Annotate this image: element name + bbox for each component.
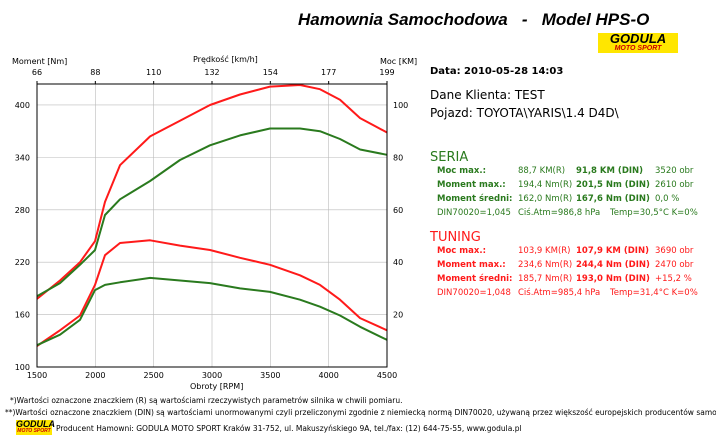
seria-temp: Temp=30,5°C K=0% — [610, 208, 698, 218]
seria-row-extra: 0,0 % — [655, 194, 680, 204]
right-axis-label: Moc [KM] — [380, 57, 417, 66]
tuning-row-extra: +15,2 % — [655, 274, 692, 284]
seria-row-r: 88,7 KM(R) — [518, 166, 566, 176]
tuning-din-factor: DIN70020=1,048 — [437, 288, 511, 298]
top-tick-label: 88 — [90, 68, 100, 77]
x-tick-label: 3000 — [202, 371, 222, 380]
x-tick-label: 4500 — [377, 371, 397, 380]
x-axis-label: Obroty [RPM] — [190, 382, 243, 391]
right-tick-label: 100 — [393, 101, 408, 110]
tuning-row-r: 185,7 Nm(R) — [518, 274, 573, 284]
producer-info: Producent Hamowni: GODULA MOTO SPORT Kra… — [56, 424, 522, 433]
top-tick-label: 199 — [379, 68, 394, 77]
left-tick-label: 400 — [15, 101, 30, 110]
left-axis-label: Moment [Nm] — [12, 57, 67, 66]
series-line-moment-tuning — [36, 239, 388, 347]
client: Dane Klienta: TEST — [430, 88, 545, 102]
series-line-moc-tuning — [36, 84, 388, 300]
left-tick-label: 280 — [15, 206, 30, 215]
tuning-row-extra: 3690 obr — [655, 246, 694, 256]
top-tick-label: 110 — [146, 68, 161, 77]
left-tick-label: 160 — [15, 311, 30, 320]
plot-frame — [36, 83, 388, 368]
tuning-atm: Ciś.Atm=985,4 hPa — [518, 288, 601, 298]
tuning-temp: Temp=31,4°C K=0% — [610, 288, 698, 298]
x-tick-label: 4000 — [318, 371, 338, 380]
right-tick-label: 60 — [393, 206, 403, 215]
seria-row-extra: 3520 obr — [655, 166, 694, 176]
top-tick-label: 154 — [263, 68, 278, 77]
tuning-row-label: Moment max.: — [437, 260, 506, 270]
x-tick-label: 1500 — [27, 371, 47, 380]
seria-row-label: Moment max.: — [437, 180, 506, 190]
tuning-row-label: Moment średni: — [437, 274, 513, 284]
seria-row-din: 201,5 Nm (DIN) — [576, 180, 650, 190]
seria-row-extra: 2610 obr — [655, 180, 694, 190]
tuning-title: TUNING — [430, 230, 481, 245]
tuning-row-din: 193,0 Nm (DIN) — [576, 274, 650, 284]
godula-logo-small: GODULA MOTO SPORT — [16, 419, 55, 435]
footnote-r: *)Wartości oznaczone znaczkiem (R) są wa… — [10, 396, 403, 405]
right-tick-label: 40 — [393, 258, 403, 267]
x-tick-label: 2000 — [85, 371, 105, 380]
seria-row-din: 167,6 Nm (DIN) — [576, 194, 650, 204]
tuning-row-extra: 2470 obr — [655, 260, 694, 270]
top-tick-label: 177 — [321, 68, 336, 77]
x-tick-label: 2500 — [143, 371, 163, 380]
tuning-row-din: 107,9 KM (DIN) — [576, 246, 649, 256]
seria-row-label: Moment średni: — [437, 194, 513, 204]
footnote-din: **)Wartości oznaczone znaczkiem (DIN) są… — [5, 408, 716, 417]
right-tick-label: 80 — [393, 153, 403, 162]
tuning-row-din: 244,4 Nm (DIN) — [576, 260, 650, 270]
seria-title: SERIA — [430, 150, 469, 165]
x-tick-label: 3500 — [260, 371, 280, 380]
left-tick-label: 100 — [15, 363, 30, 372]
godula-logo: GODULA MOTO SPORT — [598, 32, 678, 53]
seria-row-din: 91,8 KM (DIN) — [576, 166, 644, 176]
dyno-chart: Moment [Nm] Prędkość [km/h] Moc [KM] Obr… — [12, 54, 417, 391]
left-tick-label: 340 — [15, 153, 30, 162]
top-tick-label: 132 — [204, 68, 219, 77]
date: Data: 2010-05-28 14:03 — [430, 66, 564, 77]
seria-atm: Ciś.Atm=986,8 hPa — [518, 208, 601, 218]
top-tick-label: 66 — [32, 68, 42, 77]
seria-row-r: 162,0 Nm(R) — [518, 194, 573, 204]
report-title: Hamownia Samochodowa - Model HPS-O — [298, 10, 650, 29]
right-tick-label: 20 — [393, 311, 403, 320]
series-line-moc-seria — [36, 127, 388, 298]
seria-row-label: Moc max.: — [437, 166, 486, 176]
tuning-row-label: Moc max.: — [437, 246, 486, 256]
tuning-row-r: 103,9 KM(R) — [518, 246, 571, 256]
top-axis-label: Prędkość [km/h] — [193, 54, 258, 64]
tuning-row-r: 234,6 Nm(R) — [518, 260, 573, 270]
seria-row-r: 194,4 Nm(R) — [518, 180, 573, 190]
left-tick-label: 220 — [15, 258, 30, 267]
series-line-moment-seria — [36, 276, 388, 347]
vehicle: Pojazd: TOYOTA\YARIS\1.4 D4D\ — [430, 106, 619, 120]
seria-din-factor: DIN70020=1,045 — [437, 208, 511, 218]
